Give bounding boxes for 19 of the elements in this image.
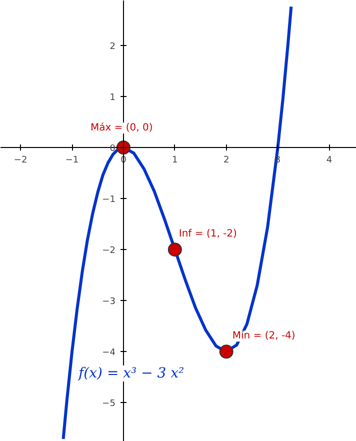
y-tick-label: −3 (102, 297, 116, 308)
x-tick-label: −2 (14, 156, 28, 166)
line-series (62, 5, 293, 440)
annotation: Mín = (2, -4) (232, 330, 296, 342)
series-label: f(x) = x³ − 3 x² (78, 366, 185, 382)
x-tick-label: −1 (65, 156, 79, 166)
y-tick-label: −5 (102, 399, 116, 410)
x-tick-label: 1 (172, 156, 178, 166)
annotation: Inf = (1, -2) (178, 228, 238, 240)
y-tick-label: −2 (102, 246, 116, 256)
y-tick-label: −1 (102, 195, 116, 206)
point (219, 344, 234, 359)
x-tick-label: 2 (223, 156, 230, 166)
annotation: Máx = (0, 0) (90, 122, 153, 134)
y-tick-label: −4 (102, 348, 116, 358)
y-tick-label: 1 (110, 92, 116, 103)
point (168, 242, 182, 257)
x-tick-label: 4 (326, 156, 332, 166)
y-tick-label: 2 (110, 42, 116, 52)
